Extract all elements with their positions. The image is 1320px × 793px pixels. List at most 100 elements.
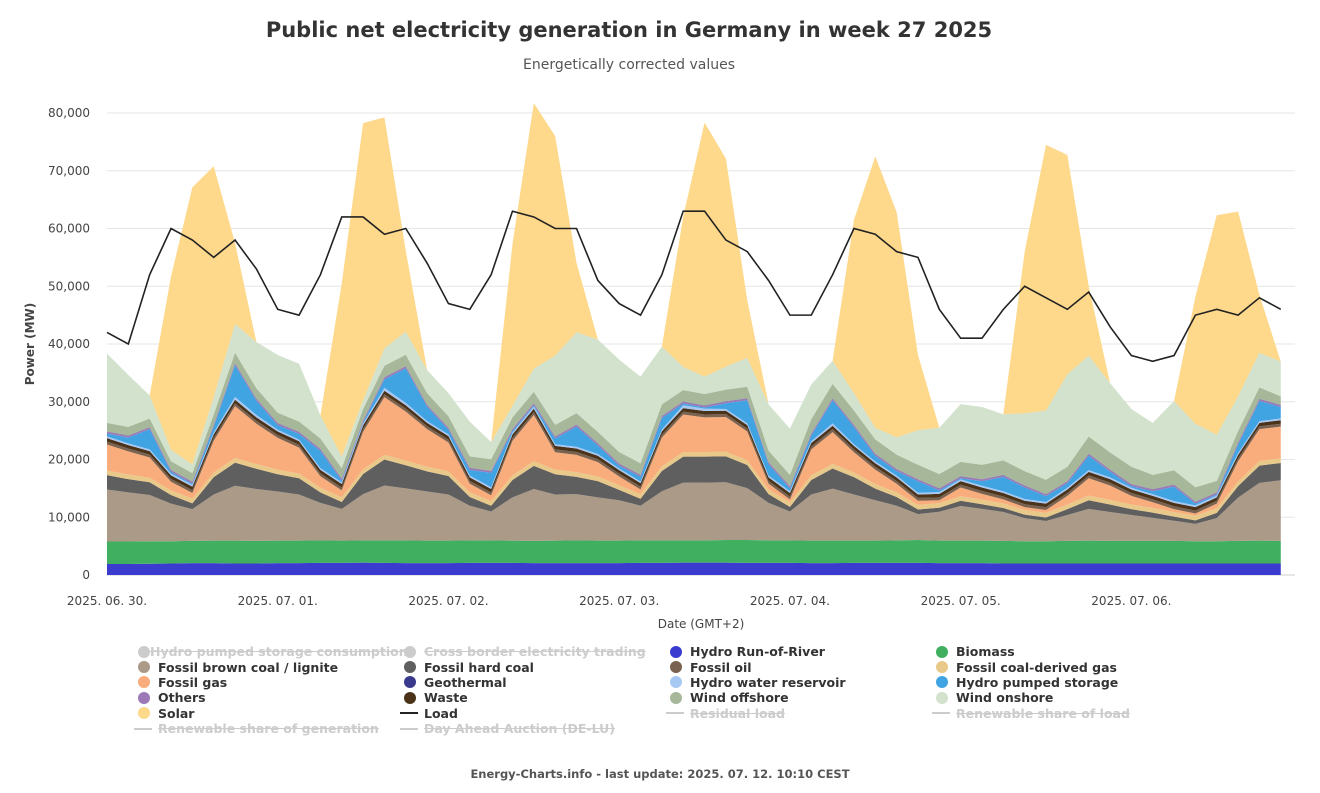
legend-item-hydro-pumped-storage-consumption[interactable]: Hydro pumped storage consumption: [134, 644, 408, 659]
legend-marker-icon: [134, 676, 158, 689]
legend-item-geothermal[interactable]: Geothermal: [400, 675, 666, 690]
legend-marker-icon: [134, 645, 150, 658]
legend-marker-icon: [666, 691, 690, 704]
legend-label: Others: [158, 690, 206, 706]
legend-item-residual-load[interactable]: Residual load: [666, 706, 932, 721]
legend-label: Fossil coal-derived gas: [956, 659, 1117, 675]
legend-label: Solar: [158, 705, 195, 721]
legend-item-waste[interactable]: Waste: [400, 690, 666, 705]
legend-marker-icon: [932, 712, 956, 715]
x-tick-label: 2025. 07. 01.: [238, 594, 318, 608]
y-tick-label: 10,000: [48, 510, 90, 524]
legend-item-fossil-coal-derived-gas[interactable]: Fossil coal-derived gas: [932, 659, 1194, 675]
legend-marker-icon: [134, 691, 158, 704]
legend-marker-icon: [400, 676, 424, 689]
area-fossil-gas: [107, 397, 1281, 516]
legend-item-renewable-share-of-load[interactable]: Renewable share of load: [932, 706, 1194, 721]
x-tick-label: 2025. 07. 04.: [750, 594, 830, 608]
legend-marker-icon: [400, 645, 424, 658]
y-tick-label: 0: [82, 568, 90, 582]
legend-label: Fossil brown coal / lignite: [158, 659, 339, 675]
legend-marker-icon: [932, 661, 956, 674]
area-wind-offshore: [107, 352, 1281, 502]
legend-item-wind-offshore[interactable]: Wind offshore: [666, 690, 932, 705]
x-tick-label: 2025. 07. 02.: [408, 594, 488, 608]
legend-label: Waste: [424, 690, 468, 706]
legend-label: Load: [424, 705, 458, 721]
y-tick-label: 50,000: [48, 279, 90, 293]
footer-credit: Energy-Charts.info - last update: 2025. …: [470, 767, 850, 781]
area-fossil-coal-derived-gas: [107, 451, 1281, 521]
legend-label: Renewable share of load: [956, 705, 1130, 721]
legend-label: Fossil gas: [158, 674, 228, 690]
legend-label: Wind onshore: [956, 690, 1054, 706]
x-tick-label: 2025. 07. 03.: [579, 594, 659, 608]
legend-item-others[interactable]: Others: [134, 690, 400, 705]
legend-item-biomass[interactable]: Biomass: [932, 644, 1194, 659]
legend-label: Hydro Run-of-River: [690, 644, 825, 660]
legend-marker-icon: [666, 712, 690, 715]
legend-marker-icon: [932, 691, 956, 704]
x-tick-label: 2025. 07. 05.: [921, 594, 1001, 608]
legend-label: Fossil oil: [690, 659, 752, 675]
legend-item-fossil-brown-coal-lignite[interactable]: Fossil brown coal / lignite: [134, 659, 400, 675]
legend-marker-icon: [400, 661, 424, 674]
legend-item-fossil-oil[interactable]: Fossil oil: [666, 659, 932, 675]
legend-item-fossil-gas[interactable]: Fossil gas: [134, 675, 400, 690]
area-wind-onshore: [107, 323, 1281, 488]
chart-legend: Hydro pumped storage consumption Cross bo…: [134, 644, 1194, 736]
y-tick-label: 60,000: [48, 222, 90, 236]
legend-marker-icon: [400, 712, 424, 715]
legend-marker-icon: [134, 727, 158, 730]
area-fossil-hard-coal: [107, 456, 1281, 524]
legend-marker-icon: [666, 645, 690, 658]
legend-marker-icon: [666, 676, 690, 689]
x-tick-label: 2025. 07. 06.: [1091, 594, 1171, 608]
area-hydro-pumped-storage: [107, 365, 1281, 506]
area-biomass: [107, 540, 1281, 565]
legend-label: Renewable share of generation: [158, 721, 379, 737]
legend-label: Biomass: [956, 644, 1015, 660]
area-fossil-brown-coal-lignite: [107, 480, 1281, 542]
legend-item-load[interactable]: Load: [400, 706, 666, 721]
legend-marker-icon: [134, 661, 158, 674]
y-tick-label: 70,000: [48, 164, 90, 178]
legend-marker-icon: [400, 691, 424, 704]
legend-item-cross-border-electricity-trading[interactable]: Cross border electricity trading: [400, 644, 666, 659]
y-tick-label: 30,000: [48, 395, 90, 409]
y-tick-label: 40,000: [48, 337, 90, 351]
legend-marker-icon: [932, 676, 956, 689]
legend-marker-icon: [400, 727, 424, 730]
legend-label: Hydro pumped storage: [956, 674, 1119, 690]
legend-marker-icon: [134, 707, 158, 720]
chart-title: Public net electricity generation in Ger…: [265, 18, 993, 42]
legend-item-hydro-run-of-river[interactable]: Hydro Run-of-River: [666, 644, 932, 659]
legend-marker-icon: [666, 661, 690, 674]
legend-label: Fossil hard coal: [424, 659, 534, 675]
x-axis-title: Date (GMT+2): [658, 617, 745, 631]
line-load: [106, 210, 1282, 363]
legend-item-day-ahead-auction-de-lu[interactable]: Day Ahead Auction (DE-LU): [400, 721, 666, 736]
legend-label: Cross border electricity trading: [424, 644, 646, 660]
y-tick-label: 80,000: [48, 106, 90, 120]
legend-item-hydro-water-reservoir[interactable]: Hydro water reservoir: [666, 675, 932, 690]
legend-item-fossil-hard-coal[interactable]: Fossil hard coal: [400, 659, 666, 675]
chart-subtitle: Energetically corrected values: [522, 57, 736, 73]
legend-label: Geothermal: [424, 674, 507, 690]
legend-item-renewable-share-of-generation[interactable]: Renewable share of generation: [134, 721, 400, 736]
legend-marker-icon: [932, 645, 956, 658]
legend-item-wind-onshore[interactable]: Wind onshore: [932, 690, 1194, 705]
legend-label: Hydro pumped storage consumption: [150, 644, 408, 660]
legend-label: Wind offshore: [690, 690, 789, 706]
x-tick-label: 2025. 06. 30.: [67, 594, 147, 608]
legend-label: Hydro water reservoir: [690, 674, 846, 690]
area-solar: [107, 102, 1281, 465]
y-tick-label: 20,000: [48, 453, 90, 467]
area-hydro-run-of-river: [107, 562, 1281, 575]
legend-label: Residual load: [690, 705, 786, 721]
legend-item-hydro-pumped-storage[interactable]: Hydro pumped storage: [932, 675, 1194, 690]
legend-item-solar[interactable]: Solar: [134, 706, 400, 721]
legend-label: Day Ahead Auction (DE-LU): [424, 721, 615, 737]
chart-plot[interactable]: 0 10,000 20,000 30,000 40,000 50,000 60,000 70,…: [0, 0, 1320, 640]
y-axis-title: Power (MW): [23, 303, 37, 386]
